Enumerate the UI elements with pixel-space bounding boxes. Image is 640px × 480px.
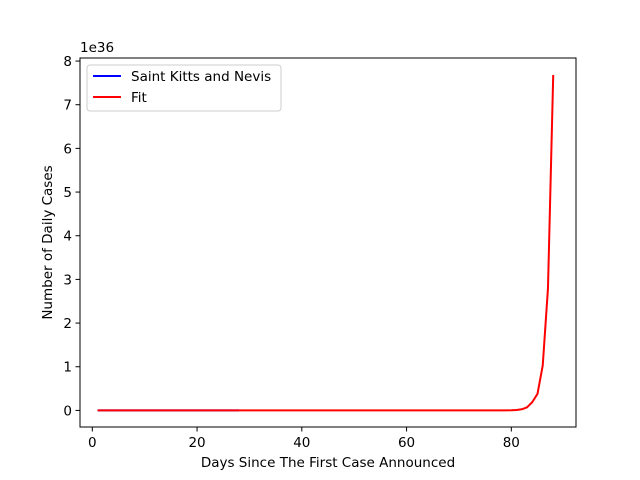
x-tick-label: 80 xyxy=(503,435,520,451)
y-tick-label: 1 xyxy=(63,360,72,376)
series-line-fit xyxy=(97,75,555,412)
y-tick-label: 5 xyxy=(63,185,72,201)
y-tick-label: 3 xyxy=(63,272,72,288)
y-tick-label: 2 xyxy=(63,316,72,332)
plot-lines xyxy=(97,75,555,412)
x-axis-ticks: 0 20 40 60 80 xyxy=(88,427,520,451)
plot-frame xyxy=(79,57,577,428)
y-tick-label: 6 xyxy=(63,141,72,157)
y-axis-ticks: 0 1 2 3 4 5 6 7 8 xyxy=(63,54,80,419)
y-tick-label: 4 xyxy=(63,229,72,245)
y-tick-label: 8 xyxy=(63,54,72,70)
x-tick-label: 40 xyxy=(293,435,310,451)
y-tick-label: 7 xyxy=(63,98,72,114)
legend: Saint Kitts and Nevis Fit xyxy=(86,64,282,112)
y-axis-label: Number of Daily Cases xyxy=(40,165,56,319)
legend-box xyxy=(86,64,282,112)
legend-label-fit: Fit xyxy=(131,90,147,106)
y-tick-label: 0 xyxy=(63,403,72,419)
x-tick-label: 60 xyxy=(398,435,415,451)
y-offset-label: 1e36 xyxy=(80,40,114,56)
x-axis-label: Days Since The First Case Announced xyxy=(201,455,455,471)
x-tick-label: 0 xyxy=(88,435,97,451)
legend-label-saint-kitts-and-nevis: Saint Kitts and Nevis xyxy=(131,69,271,85)
x-tick-label: 20 xyxy=(188,435,205,451)
